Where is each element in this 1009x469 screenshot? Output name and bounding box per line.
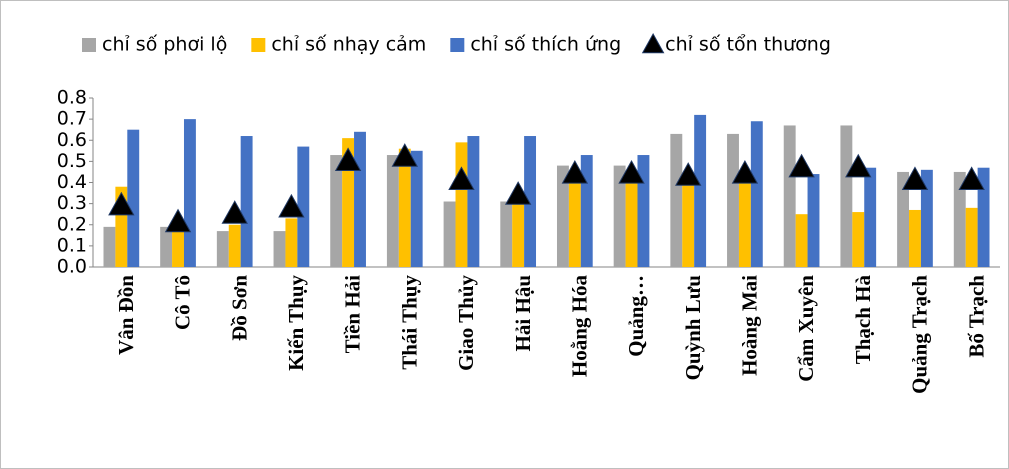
bar <box>795 214 808 267</box>
x-tick-label: Kiến Thụy <box>284 275 308 371</box>
legend-label: chỉ số tổn thương <box>665 34 831 56</box>
y-tick-label: 0.3 <box>57 192 87 214</box>
bar <box>965 207 978 267</box>
legend-label: chỉ số phơi lộ <box>102 34 227 56</box>
legend-swatch <box>251 38 266 52</box>
x-tick-label: Quảng Trạch <box>908 275 932 394</box>
x-tick-label: Cô Tô <box>171 275 195 330</box>
bar <box>228 224 241 267</box>
bar <box>500 201 513 267</box>
bar <box>852 212 865 267</box>
bar <box>909 209 921 267</box>
bar <box>115 186 128 267</box>
bar <box>580 155 593 267</box>
x-tick-label: Hoàng Mai <box>738 275 762 376</box>
bar <box>727 133 739 267</box>
x-tick-label: Vân Đồn <box>114 275 138 355</box>
marker <box>221 200 248 224</box>
bar <box>524 136 537 267</box>
bar <box>637 155 650 267</box>
y-tick-label: 0.6 <box>57 129 87 151</box>
bar <box>682 182 695 267</box>
y-tick-label: 0.8 <box>57 87 87 109</box>
bar <box>240 136 253 267</box>
bar <box>694 114 707 268</box>
bar <box>568 182 581 267</box>
bar <box>172 231 184 267</box>
x-tick-label: Cẩm Xuyên <box>794 275 818 382</box>
y-tick-label: 0.0 <box>57 256 87 278</box>
bar <box>977 167 990 267</box>
bar <box>127 129 140 267</box>
marker <box>675 162 702 186</box>
legend-marker <box>641 32 665 54</box>
bar <box>807 174 820 267</box>
legend-label: chỉ số thích ứng <box>470 34 621 56</box>
marker <box>618 160 645 184</box>
marker <box>958 166 985 190</box>
x-tick-label: Bố Trạch <box>964 275 988 358</box>
x-tick-label: Giao Thủy <box>454 275 478 371</box>
bar <box>512 203 525 267</box>
x-tick-label: Hải Hậu <box>511 275 535 352</box>
marker <box>731 160 759 184</box>
bar <box>398 148 411 267</box>
legend-swatch <box>450 38 465 52</box>
bar <box>216 231 229 267</box>
bar <box>613 165 626 267</box>
marker <box>845 153 872 178</box>
y-tick-label: 0.2 <box>57 213 87 235</box>
bar <box>840 125 853 268</box>
bar <box>455 142 468 267</box>
bar <box>330 155 343 267</box>
bar <box>103 226 116 267</box>
x-tick-label: Đồ Sơn <box>227 275 251 341</box>
marker <box>901 166 929 190</box>
bar <box>750 121 763 267</box>
legend-swatch <box>82 38 96 52</box>
bar <box>670 133 683 267</box>
marker <box>448 166 475 190</box>
bar <box>783 125 796 268</box>
y-tick-label: 0.7 <box>57 108 87 130</box>
bar <box>556 165 569 267</box>
legend-label: chỉ số nhạy cảm <box>271 34 426 56</box>
marker <box>164 208 192 233</box>
marker <box>391 143 418 167</box>
bar <box>467 136 480 267</box>
bar <box>285 218 298 267</box>
bar <box>386 155 399 267</box>
x-tick-label: Thái Thụy <box>397 275 421 370</box>
marker <box>788 153 815 178</box>
bar <box>920 169 933 267</box>
y-tick-label: 0.5 <box>57 150 87 172</box>
bar <box>273 231 286 267</box>
x-tick-label: Quảng… <box>624 275 648 357</box>
marker <box>561 160 589 184</box>
bar <box>443 201 456 267</box>
bar <box>953 171 966 267</box>
marker <box>334 147 362 171</box>
x-tick-label: Quỳnh Lưu <box>681 275 705 381</box>
x-tick-label: Hoằng Hóa <box>567 275 591 378</box>
x-tick-label: Thạch Hà <box>851 275 875 365</box>
bar <box>297 146 310 267</box>
bar <box>183 119 196 267</box>
bar <box>738 182 751 267</box>
bar <box>625 182 638 267</box>
marker <box>108 191 135 216</box>
bar <box>897 171 910 267</box>
bar <box>342 138 355 267</box>
x-tick-label: Tiền Hải <box>341 275 365 354</box>
y-tick-label: 0.1 <box>57 234 87 256</box>
marker <box>278 193 305 218</box>
y-tick-label: 0.4 <box>57 171 87 193</box>
bar <box>864 167 877 267</box>
bar <box>160 226 173 267</box>
bar <box>410 150 423 267</box>
bar <box>354 131 366 267</box>
marker <box>504 181 532 205</box>
